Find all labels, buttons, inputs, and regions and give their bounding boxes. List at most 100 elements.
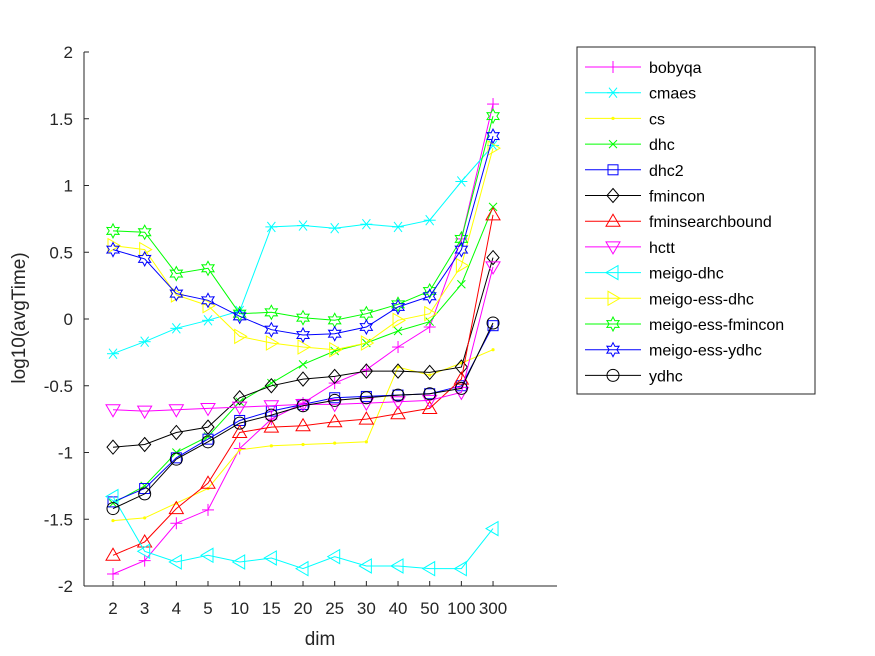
legend-entry: fmincon: [585, 187, 705, 206]
data-point-marker: [200, 475, 216, 489]
y-tick-label: -1: [58, 444, 73, 463]
legend-label: meigo-dhc: [649, 266, 724, 283]
y-tick-label: -0.5: [44, 377, 73, 396]
series-line: [112, 322, 494, 510]
legend: bobyqa cmaes cs dhc dhc2 fmincon fminsearchbou…: [576, 46, 816, 395]
data-point-marker: [359, 363, 374, 379]
data-point-marker: [136, 405, 153, 420]
data-point-marker: [168, 404, 185, 418]
data-point-marker: [107, 567, 119, 580]
data-point-marker: [200, 547, 214, 564]
legend-label: hctt: [649, 240, 675, 257]
y-tick-label: 1: [64, 177, 73, 196]
data-point-marker: [301, 442, 305, 447]
data-point-marker: [606, 368, 620, 382]
data-point-marker: [170, 517, 183, 530]
data-point-marker: [359, 391, 373, 405]
data-point-marker: [392, 221, 405, 233]
data-point-marker: [486, 108, 501, 125]
data-point-marker: [138, 554, 151, 567]
data-point-marker: [168, 500, 185, 515]
data-point-marker: [137, 250, 152, 267]
marker-stroke: [393, 326, 403, 336]
marker-stroke: [457, 279, 466, 289]
data-point-marker: [454, 359, 469, 375]
y-ticks: -2 -1.5 -1 -0.5 0 0.5 1 1.5 2: [44, 43, 89, 596]
data-point-marker: [232, 305, 247, 322]
data-point-marker: [265, 335, 280, 351]
data-point-marker: [605, 341, 621, 358]
y-tick-label: 0: [64, 310, 73, 329]
data-point-marker: [231, 424, 248, 438]
data-point-marker: [296, 309, 311, 326]
data-point-marker: [360, 363, 373, 376]
data-point-marker: [263, 400, 280, 414]
series-line: [112, 115, 494, 321]
data-point-marker: [105, 241, 121, 258]
data-point-marker: [111, 518, 115, 523]
data-point-marker: [428, 373, 432, 377]
x-tick-label: 40: [389, 599, 408, 618]
data-point-marker: [605, 315, 621, 333]
data-point-marker: [264, 304, 279, 321]
data-point-marker: [486, 128, 501, 145]
data-point-marker: [328, 222, 341, 234]
data-point-marker: [263, 550, 277, 566]
data-point-marker: [107, 237, 121, 254]
data-point-marker: [137, 224, 152, 241]
data-point-marker: [491, 348, 495, 352]
data-point-marker: [605, 213, 621, 227]
data-point-marker: [326, 413, 343, 428]
data-point-marker: [605, 241, 621, 255]
data-point-marker: [423, 321, 436, 334]
legend-entry: meigo-ess-dhc: [585, 290, 754, 308]
data-point-marker: [422, 288, 437, 305]
data-point-marker: [234, 328, 248, 345]
data-point-marker: [297, 339, 312, 355]
data-point-marker: [453, 560, 467, 577]
data-point-marker: [391, 296, 406, 313]
series-line: [112, 147, 494, 351]
data-point-marker: [105, 488, 119, 505]
data-point-marker: [269, 444, 273, 448]
legend-entry: ydhc: [585, 368, 683, 385]
legend-label: meigo-ess-ydhc: [649, 343, 762, 360]
data-point-marker: [393, 326, 403, 336]
data-point-marker: [486, 316, 500, 330]
marker-stroke: [266, 221, 276, 233]
data-point-marker: [169, 285, 184, 302]
legend-label: meigo-ess-fmincon: [649, 317, 784, 334]
marker-stroke: [488, 202, 498, 212]
data-point-marker: [105, 547, 121, 561]
marker-stroke: [608, 87, 618, 99]
data-point-marker: [457, 279, 466, 289]
data-point-marker: [295, 560, 309, 577]
data-point-marker: [231, 401, 248, 416]
data-point-marker: [607, 290, 621, 307]
data-point-marker: [202, 315, 215, 326]
legend-label: bobyqa: [649, 60, 702, 77]
data-point-marker: [421, 400, 438, 414]
data-point-marker: [485, 206, 501, 221]
marker-stroke: [361, 218, 371, 230]
marker-stroke: [235, 305, 245, 317]
data-point-marker: [608, 139, 618, 149]
data-point-marker: [202, 297, 217, 314]
y-tick-label: 2: [64, 43, 73, 62]
data-point-marker: [421, 560, 436, 577]
data-point-marker: [169, 452, 183, 466]
data-point-marker: [423, 387, 437, 401]
data-point-marker: [607, 61, 619, 73]
data-point-marker: [233, 416, 247, 430]
marker-stroke: [108, 348, 118, 360]
x-tick-label: 2: [108, 599, 117, 618]
x-axis-label: dim: [305, 629, 336, 650]
data-point-marker: [360, 335, 375, 351]
data-point-marker: [333, 441, 337, 445]
marker-stroke: [330, 346, 340, 356]
data-point-marker: [264, 377, 279, 394]
data-point-marker: [607, 164, 619, 176]
data-point-marker: [364, 440, 368, 444]
data-point-marker: [295, 417, 311, 432]
data-point-marker: [200, 292, 216, 309]
